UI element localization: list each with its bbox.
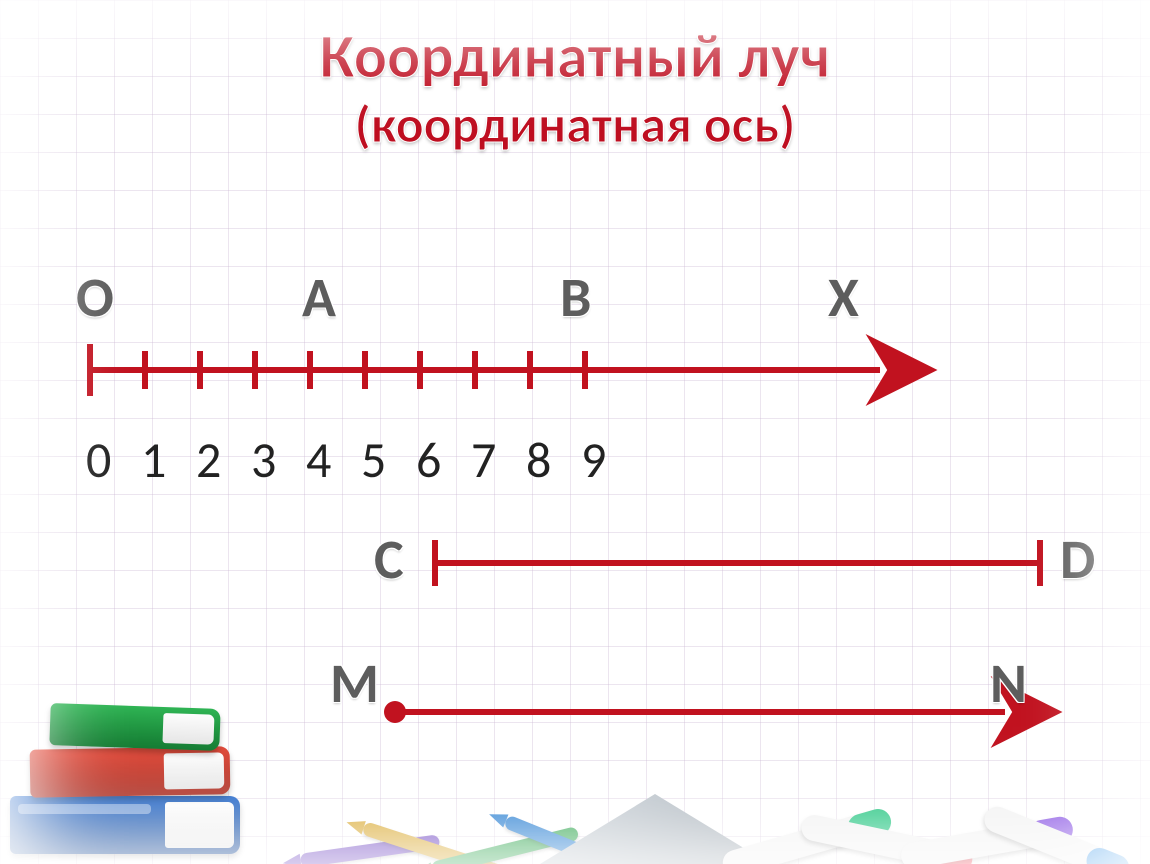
axis-number: 8 xyxy=(526,430,551,491)
axis-number: 5 xyxy=(361,430,386,491)
axis-number: 9 xyxy=(581,430,606,491)
label-X: X xyxy=(828,264,859,332)
segment-cd xyxy=(435,540,1040,586)
axis-number: 2 xyxy=(196,430,221,491)
label-C: C xyxy=(374,526,404,594)
book-red xyxy=(30,746,231,797)
book-green xyxy=(49,703,220,751)
label-B: B xyxy=(560,264,591,332)
label-N: N xyxy=(990,650,1027,718)
axis-number: 1 xyxy=(141,430,166,491)
axis-number: 6 xyxy=(416,430,441,491)
axis-number: 7 xyxy=(471,430,496,491)
number-line-ox xyxy=(90,344,880,396)
label-M: M xyxy=(330,650,379,718)
axis-number: 0 xyxy=(86,430,111,491)
label-D: D xyxy=(1060,526,1095,594)
book-blue xyxy=(10,796,240,854)
axis-number: 4 xyxy=(306,430,331,491)
slide: Координатный луч (координатная ось) O A … xyxy=(0,0,1150,864)
axis-number: 3 xyxy=(251,430,276,491)
ray-mn xyxy=(384,701,1005,723)
label-A: A xyxy=(302,264,336,332)
label-O: O xyxy=(76,264,114,332)
books-stack-icon xyxy=(10,664,270,854)
